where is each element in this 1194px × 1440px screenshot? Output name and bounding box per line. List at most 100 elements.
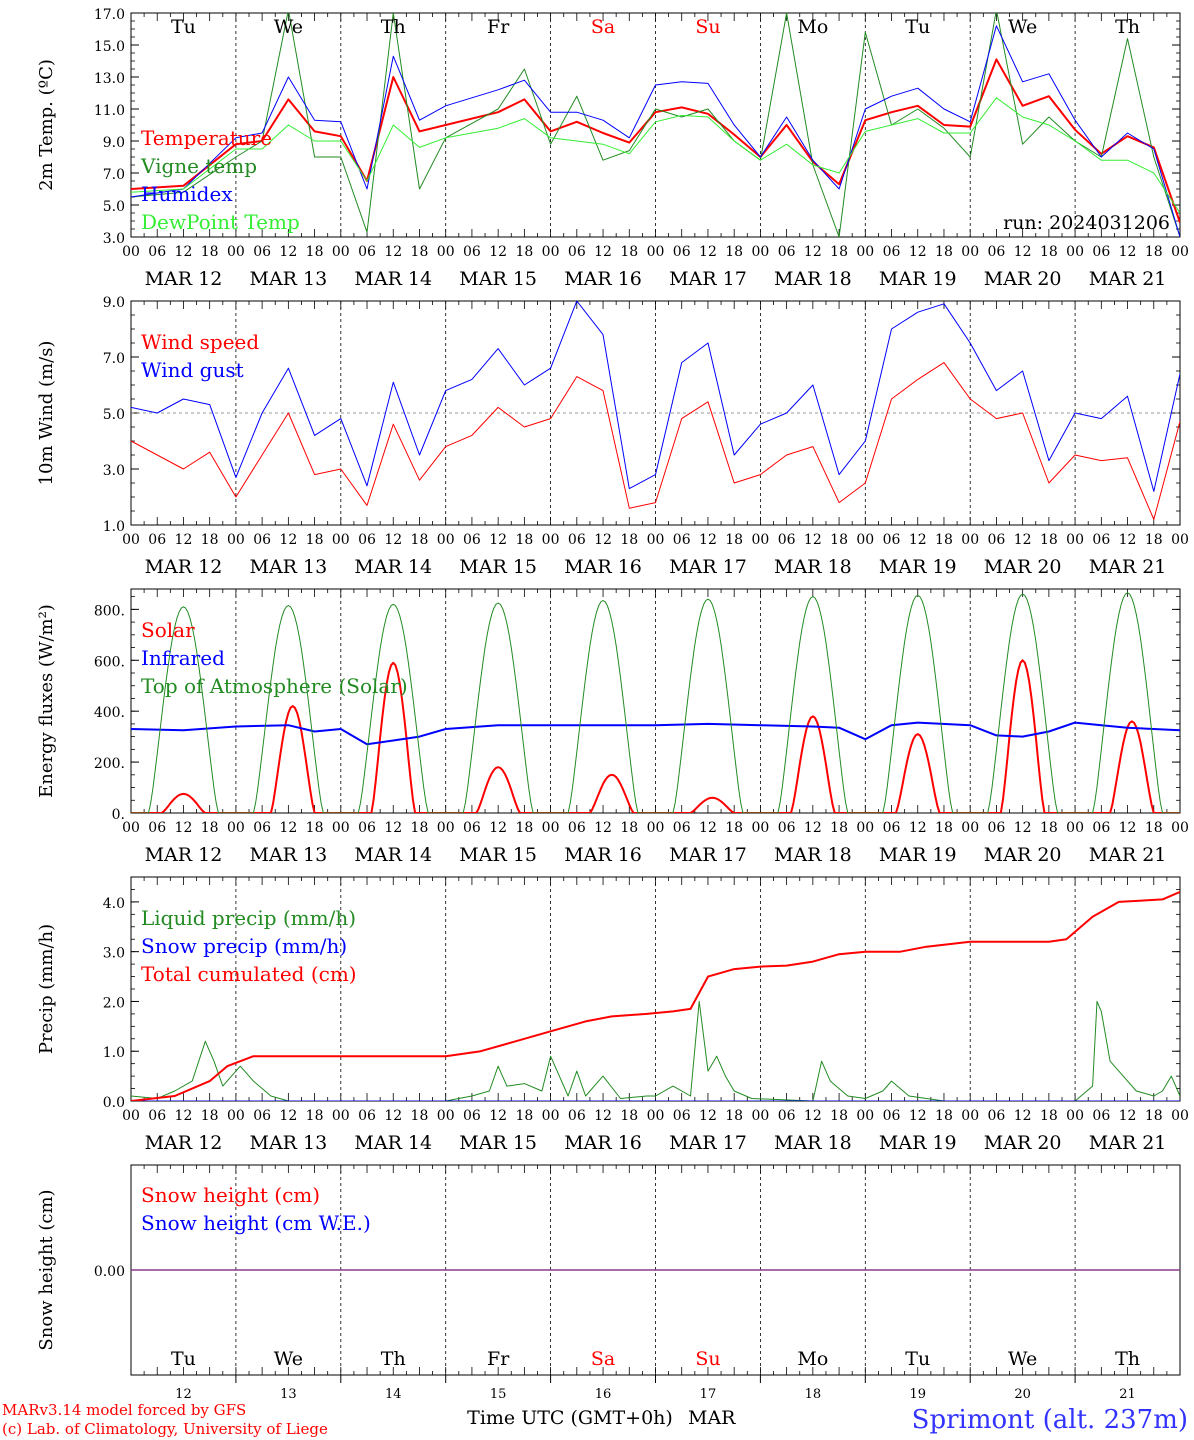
y-tick-label: 800. — [94, 603, 125, 619]
hour-tick-label: 12 — [909, 820, 927, 836]
hour-tick-label: 12 — [279, 532, 297, 548]
legend-snow-height-cm-w-e: Snow height (cm W.E.) — [141, 1211, 371, 1235]
y-tick-label: 0. — [112, 807, 125, 823]
hour-tick-label: 12 — [909, 1108, 927, 1124]
hour-tick-label: 12 — [1119, 1108, 1137, 1124]
hour-tick-label: 00 — [1171, 820, 1189, 836]
day-abbr-label: Sa — [591, 1348, 615, 1370]
hour-tick-label: 18 — [830, 1108, 848, 1124]
day-abbr-label: Tu — [905, 1348, 930, 1370]
hour-tick-label: 12 — [384, 244, 402, 260]
date-label: MAR 20 — [984, 844, 1062, 866]
series-top-of-atmosphere-solar — [131, 592, 1180, 813]
date-label: MAR 21 — [1089, 556, 1167, 578]
hour-tick-label: 06 — [883, 1108, 901, 1124]
hour-tick-label: 12 — [1014, 1108, 1032, 1124]
hour-tick-label: 06 — [568, 1108, 586, 1124]
hour-tick-label: 00 — [961, 244, 979, 260]
hour-tick-label: 00 — [1066, 1108, 1084, 1124]
y-tick-label: 5.0 — [103, 199, 125, 215]
day-abbr-label: Mo — [797, 1348, 828, 1370]
y-tick-label: 3.0 — [103, 231, 125, 247]
hour-tick-label: 18 — [515, 1108, 533, 1124]
hour-tick-label: 06 — [568, 532, 586, 548]
series-total-cumulated-cm — [131, 890, 1180, 1101]
hour-tick-label: 12 — [1014, 532, 1032, 548]
legend-solar: Solar — [141, 618, 195, 642]
hour-tick-label: 06 — [463, 820, 481, 836]
day-abbr-label: Tu — [905, 16, 930, 38]
date-label: MAR 19 — [879, 556, 957, 578]
hour-tick-label: 12 — [1014, 244, 1032, 260]
y-tick-label: 9.0 — [103, 135, 125, 151]
day-abbr-label: Su — [695, 1348, 720, 1370]
date-label: MAR 20 — [984, 1132, 1062, 1154]
hour-tick-label: 06 — [883, 244, 901, 260]
station-label: Sprimont (alt. 237m) — [912, 1405, 1188, 1435]
series-solar — [131, 659, 1180, 813]
date-label: MAR 12 — [145, 556, 223, 578]
date-label: MAR 16 — [564, 1132, 642, 1154]
hour-tick-label: 18 — [411, 244, 429, 260]
hour-tick-label: 00 — [647, 532, 665, 548]
day-number-label: 18 — [805, 1387, 822, 1402]
hour-tick-label: 00 — [751, 532, 769, 548]
series-vigne-temp — [131, 13, 1180, 237]
hour-tick-label: 18 — [1145, 1108, 1163, 1124]
hour-tick-label: 00 — [542, 244, 560, 260]
hour-tick-label: 00 — [1171, 532, 1189, 548]
hour-tick-label: 06 — [673, 1108, 691, 1124]
hour-tick-label: 06 — [1092, 820, 1110, 836]
day-abbr-label: Th — [1115, 1348, 1140, 1370]
hour-tick-label: 06 — [148, 820, 166, 836]
date-label: MAR 12 — [145, 268, 223, 290]
hour-tick-label: 18 — [725, 1108, 743, 1124]
hour-tick-label: 18 — [201, 1108, 219, 1124]
day-abbr-label: We — [1008, 16, 1037, 38]
legend-liquid-precip-mm-h: Liquid precip (mm/h) — [141, 906, 356, 930]
legend-infrared: Infrared — [141, 646, 225, 670]
day-abbr-label: Tu — [171, 1348, 196, 1370]
hour-tick-label: 06 — [1092, 1108, 1110, 1124]
hour-tick-label: 06 — [148, 244, 166, 260]
date-label: MAR 15 — [459, 1132, 537, 1154]
footer-model-text: MARv3.14 model forced by GFS — [2, 1401, 246, 1419]
hour-tick-label: 00 — [332, 1108, 350, 1124]
hour-tick-label: 06 — [253, 532, 271, 548]
hour-tick-label: 06 — [778, 244, 796, 260]
y-tick-label: 5.0 — [103, 407, 125, 423]
y-tick-label: 1.0 — [103, 1045, 125, 1061]
hour-tick-label: 06 — [358, 244, 376, 260]
hour-tick-label: 00 — [542, 1108, 560, 1124]
y-tick-label: 200. — [94, 756, 125, 772]
wind-panel: 1.0 3.0 5.0 7.0 9.0 10m Wind (m/s) Wind speed W… — [36, 295, 1189, 578]
temperature-y-axis-label: 2m Temp. (ºC) — [36, 59, 57, 191]
date-label: MAR 12 — [145, 1132, 223, 1154]
hour-tick-label: 06 — [673, 820, 691, 836]
hour-tick-label: 12 — [699, 532, 717, 548]
hour-tick-label: 06 — [568, 244, 586, 260]
energy-series-group — [131, 592, 1180, 813]
date-label: MAR 20 — [984, 268, 1062, 290]
y-tick-label: 17.0 — [94, 7, 125, 23]
day-abbr-label: Sa — [591, 16, 615, 38]
date-label: MAR 14 — [354, 556, 432, 578]
date-label: MAR 15 — [459, 268, 537, 290]
hour-tick-label: 06 — [463, 1108, 481, 1124]
hour-tick-label: 06 — [778, 820, 796, 836]
hour-tick-label: 18 — [1040, 532, 1058, 548]
hour-tick-label: 12 — [384, 1108, 402, 1124]
y-tick-label: 11.0 — [94, 103, 125, 119]
run-label: run: 2024031206 — [1003, 212, 1170, 234]
date-label: MAR 21 — [1089, 268, 1167, 290]
legend-dewpoint-temp: DewPoint Temp — [141, 210, 300, 234]
hour-tick-label: 06 — [1092, 244, 1110, 260]
hour-tick-label: 12 — [1014, 820, 1032, 836]
hour-tick-label: 00 — [437, 532, 455, 548]
date-label: MAR 14 — [354, 844, 432, 866]
hour-tick-label: 06 — [358, 532, 376, 548]
hour-tick-label: 12 — [1119, 244, 1137, 260]
day-number-label: 17 — [700, 1387, 717, 1402]
hour-tick-label: 12 — [1119, 820, 1137, 836]
